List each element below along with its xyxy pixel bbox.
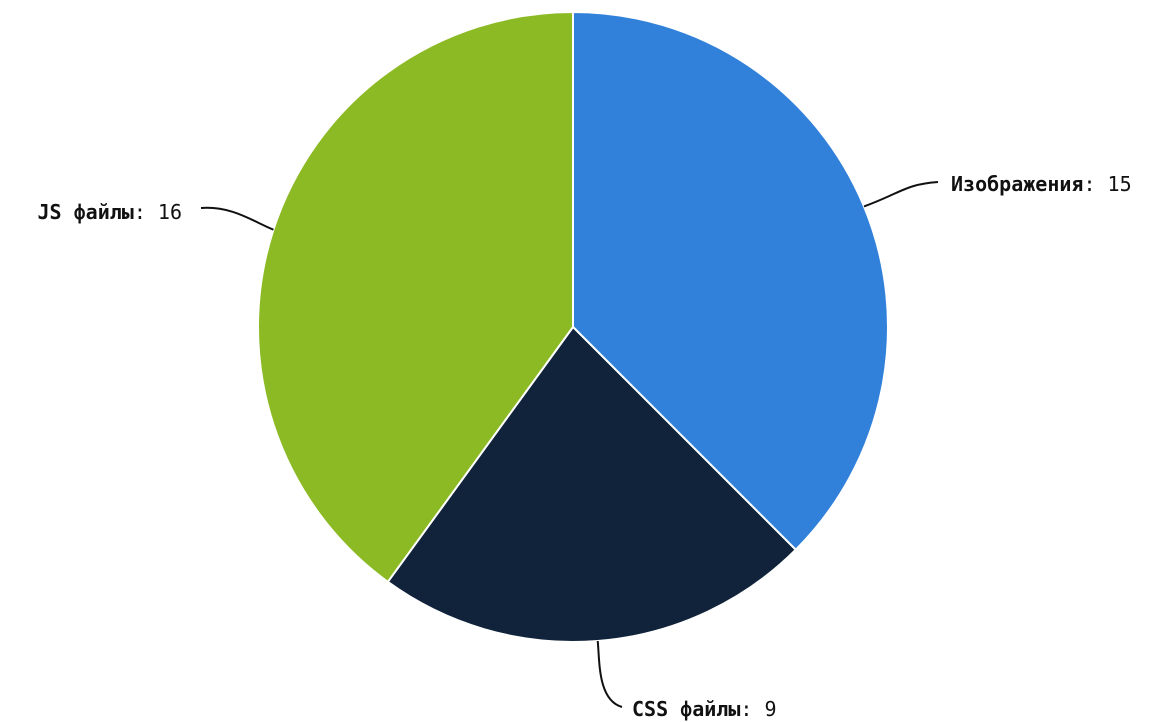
data-label-name: JS файлы	[37, 200, 133, 224]
data-label-2: CSS файлы: 9	[632, 697, 777, 721]
leader-line-3	[200, 206, 274, 231]
leader-line-2	[596, 640, 623, 708]
pie-slice-3	[257, 11, 574, 583]
pie-slice-1	[572, 11, 890, 551]
data-label-separator: :	[1083, 172, 1107, 196]
data-label-name: Изображения	[951, 172, 1083, 196]
pie-slice-2	[386, 326, 797, 643]
data-label-1: Изображения: 15	[951, 172, 1132, 196]
data-label-value: 9	[764, 697, 776, 721]
data-label-value: 15	[1108, 172, 1132, 196]
pie-labels: Изображения: 15 CSS файлы: 9 JS файлы: 16	[37, 172, 1131, 721]
data-label-separator: :	[740, 697, 764, 721]
data-label-3: JS файлы: 16	[37, 200, 182, 224]
data-label-value: 16	[158, 200, 182, 224]
pie-slices	[257, 11, 890, 643]
data-label-name: CSS файлы	[632, 697, 740, 721]
data-label-separator: :	[134, 200, 158, 224]
leader-line-1	[863, 181, 939, 208]
